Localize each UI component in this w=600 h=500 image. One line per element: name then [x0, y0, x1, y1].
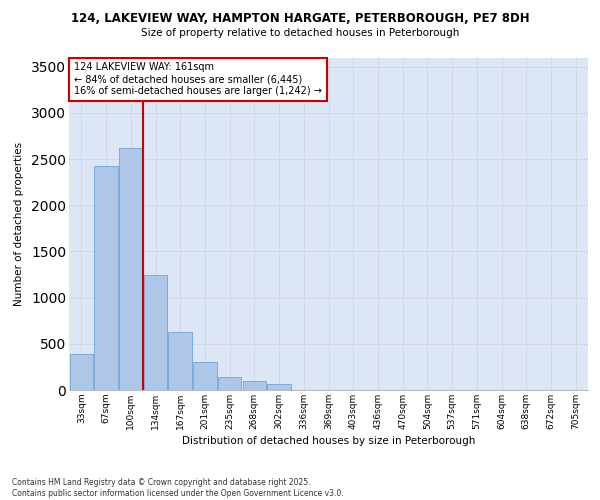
Bar [94, 166, 118, 390]
X-axis label: Distribution of detached houses by size in Peterborough: Distribution of detached houses by size … [182, 436, 475, 446]
Text: Contains HM Land Registry data © Crown copyright and database right 2025.
Contai: Contains HM Land Registry data © Crown c… [12, 478, 344, 498]
Y-axis label: Number of detached properties: Number of detached properties [14, 142, 24, 306]
Text: 124, LAKEVIEW WAY, HAMPTON HARGATE, PETERBOROUGH, PE7 8DH: 124, LAKEVIEW WAY, HAMPTON HARGATE, PETE… [71, 12, 529, 26]
Text: 124 LAKEVIEW WAY: 161sqm
← 84% of detached houses are smaller (6,445)
16% of sem: 124 LAKEVIEW WAY: 161sqm ← 84% of detach… [74, 62, 322, 96]
Bar [144, 276, 167, 390]
Bar [242, 381, 266, 390]
Text: Size of property relative to detached houses in Peterborough: Size of property relative to detached ho… [141, 28, 459, 38]
Bar [169, 332, 192, 390]
Bar [268, 384, 291, 390]
Bar [193, 362, 217, 390]
Bar [119, 148, 143, 390]
Bar [70, 354, 93, 390]
Bar [218, 376, 241, 390]
